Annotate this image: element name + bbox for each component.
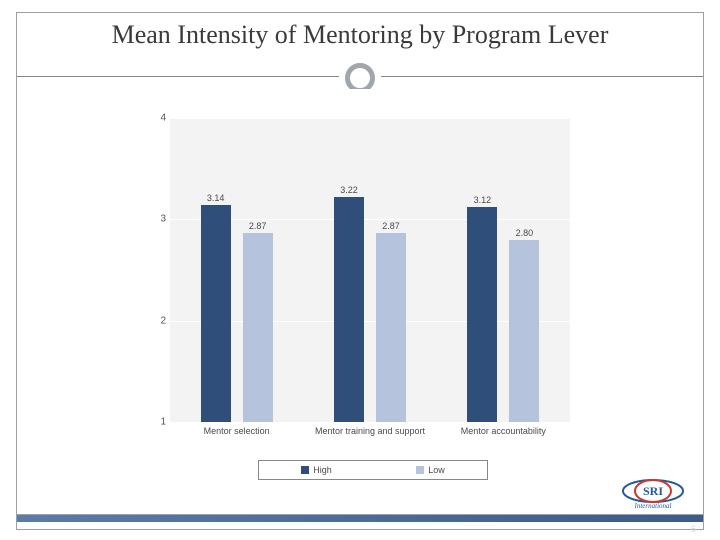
bar-value-label: 2.87 (371, 221, 411, 231)
footer-accent-bar (17, 514, 703, 522)
bar-value-label: 2.87 (238, 221, 278, 231)
chart-legend: High Low (258, 460, 488, 480)
bar-value-label: 3.22 (329, 185, 369, 195)
y-axis-tick-label: 4 (154, 113, 166, 124)
bar-high (334, 197, 364, 422)
legend-swatch-high (301, 466, 309, 474)
bar-low (509, 240, 539, 422)
sri-logo-svg: SRI International (618, 476, 688, 512)
bar-high (201, 205, 231, 422)
bar-low (243, 233, 273, 422)
page-number: 6 (691, 524, 696, 534)
bar-low (376, 233, 406, 422)
page-title: Mean Intensity of Mentoring by Program L… (0, 20, 720, 50)
y-axis-tick-label: 3 (154, 214, 166, 225)
plot-area: 3.142.87Mentor selection3.222.87Mentor t… (170, 118, 570, 422)
gridline (170, 422, 570, 423)
bar-value-label: 3.14 (196, 193, 236, 203)
bar-high (467, 207, 497, 422)
y-axis-tick-label: 2 (154, 315, 166, 326)
bar-value-label: 3.12 (462, 195, 502, 205)
legend-label-low: Low (428, 465, 445, 475)
bar-value-label: 2.80 (504, 228, 544, 238)
slide-frame: Mean Intensity of Mentoring by Program L… (0, 0, 720, 540)
legend-swatch-low (416, 466, 424, 474)
sri-logo: SRI International (618, 476, 688, 512)
bar-chart: 3.14 2.87 Mentor selection 3.22 2.87 Mentor t… (150, 118, 570, 438)
title-arch-ornament (339, 63, 381, 89)
svg-text:SRI: SRI (643, 484, 663, 498)
category-label: Mentor accountability (461, 426, 546, 436)
category-label: Mentor training and support (315, 426, 425, 436)
legend-item-low: Low (416, 465, 445, 475)
legend-label-high: High (313, 465, 332, 475)
legend-item-high: High (301, 465, 332, 475)
category-label: Mentor selection (204, 426, 270, 436)
bars-layer: 3.142.87Mentor selection3.222.87Mentor t… (170, 118, 570, 422)
svg-text:International: International (634, 502, 672, 510)
y-axis-tick-label: 1 (154, 417, 166, 428)
